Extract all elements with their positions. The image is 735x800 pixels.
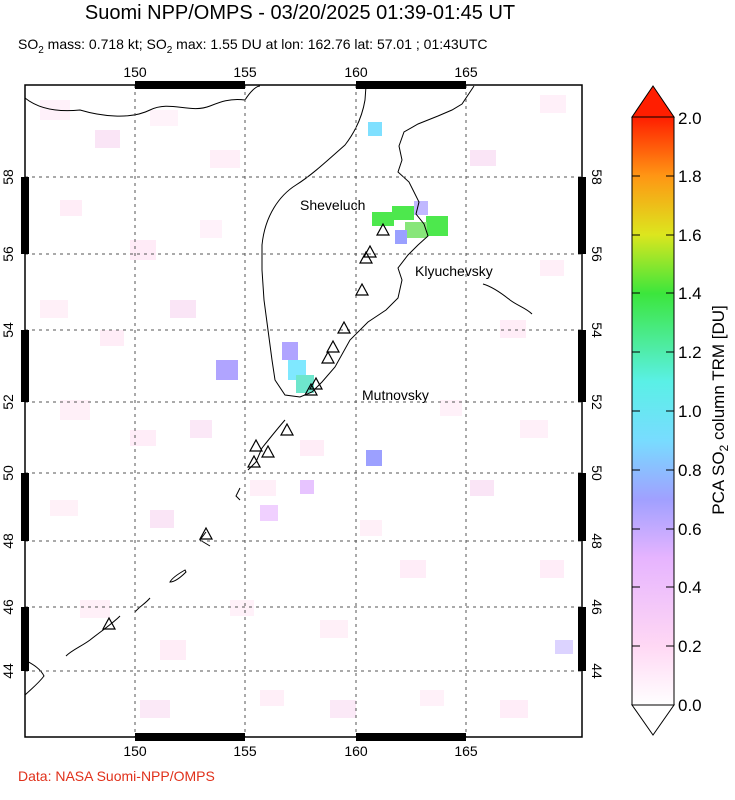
lat-tick-label: 46 xyxy=(0,599,16,615)
colorbar-tick-label: 0.6 xyxy=(678,520,702,539)
lon-tick-label: 160 xyxy=(344,64,368,80)
lat-tick-label: 58 xyxy=(0,169,16,185)
lat-tick-label: 52 xyxy=(589,394,605,410)
lat-tick-label: 54 xyxy=(589,322,605,338)
lat-labels-left: 44 46 48 50 52 54 56 58 xyxy=(0,169,16,679)
lat-tick-label: 50 xyxy=(589,465,605,481)
volcano-label-mutnovsky: Mutnovsky xyxy=(362,387,429,403)
lon-tick-label: 165 xyxy=(454,64,478,80)
colorbar-tick-label: 0.4 xyxy=(678,578,702,597)
colorbar-tick-labels: 0.0 0.2 0.4 0.6 0.8 1.0 1.2 1.4 1.6 1.8 … xyxy=(678,109,702,715)
colorbar-title: PCA SO2 column TRM [DU] xyxy=(709,305,731,515)
colorbar-tick-label: 1.2 xyxy=(678,343,702,362)
lat-tick-label: 44 xyxy=(0,663,16,679)
colorbar-tick-label: 1.8 xyxy=(678,167,702,186)
colorbar-tick-label: 2.0 xyxy=(678,109,702,128)
lon-tick-label: 155 xyxy=(233,64,257,80)
colorbar-tick-label: 0.2 xyxy=(678,637,702,656)
colorbar-tick-label: 1.4 xyxy=(678,284,702,303)
volcano-label-klyuchevsky: Klyuchevsky xyxy=(415,263,493,279)
colorbar-tick-label: 1.6 xyxy=(678,226,702,245)
lon-tick-label: 150 xyxy=(123,743,147,759)
lat-tick-label: 56 xyxy=(0,246,16,262)
lat-tick-label: 58 xyxy=(589,169,605,185)
colorbar-overflow-arrow xyxy=(632,86,674,117)
lon-tick-label: 165 xyxy=(454,743,478,759)
lat-tick-label: 52 xyxy=(0,394,16,410)
lon-tick-label: 155 xyxy=(233,743,257,759)
lat-tick-label: 50 xyxy=(0,465,16,481)
lat-tick-label: 54 xyxy=(0,322,16,338)
volcano-label-sheveluch: Sheveluch xyxy=(300,197,365,213)
colorbar-tick-label: 0.8 xyxy=(678,461,702,480)
colorbar-underflow-arrow xyxy=(632,705,674,735)
lat-tick-label: 46 xyxy=(589,599,605,615)
lat-labels-right: 44 46 48 50 52 54 56 58 xyxy=(589,169,605,679)
colorbar-tick-label: 0.0 xyxy=(678,696,702,715)
lat-tick-label: 48 xyxy=(589,533,605,549)
data-credit: Data: NASA Suomi-NPP/OMPS xyxy=(18,768,215,784)
lat-tick-label: 48 xyxy=(0,533,16,549)
lat-tick-label: 44 xyxy=(589,663,605,679)
lon-tick-label: 150 xyxy=(123,64,147,80)
lon-labels-bottom: 150 155 160 165 xyxy=(123,743,478,759)
colorbar-tick-label: 1.0 xyxy=(678,402,702,421)
lon-labels-top: 150 155 160 165 xyxy=(123,64,478,80)
colorbar: 0.0 0.2 0.4 0.6 0.8 1.0 1.2 1.4 1.6 1.8 … xyxy=(632,86,731,735)
lon-tick-label: 160 xyxy=(344,743,368,759)
lat-tick-label: 56 xyxy=(589,246,605,262)
map-background xyxy=(25,85,582,737)
